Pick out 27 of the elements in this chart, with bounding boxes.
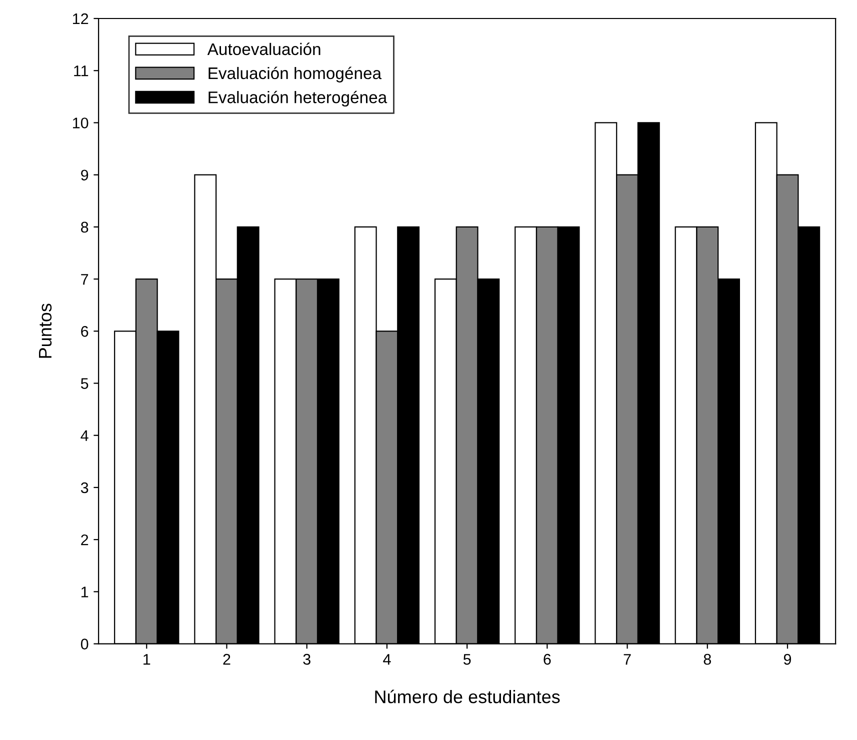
y-tick-label: 11 xyxy=(74,66,88,76)
y-tick-label: 0 xyxy=(80,638,88,650)
y-tick-label: 4 xyxy=(80,430,88,441)
x-tick-label: 7 xyxy=(624,654,631,665)
legend-label: Autoevaluación xyxy=(207,42,320,56)
x-axis-title: Número de estudiantes xyxy=(375,690,560,704)
legend-label: Evaluación heterogénea xyxy=(208,90,388,107)
x-tick-label: 5 xyxy=(463,654,471,665)
legend-label: Evaluación homogénea xyxy=(208,66,382,82)
y-tick-label: 10 xyxy=(73,118,88,128)
y-tick-label: 2 xyxy=(81,534,88,546)
x-tick-label: 3 xyxy=(303,654,310,665)
y-tick-label: 3 xyxy=(80,482,88,494)
y-tick-label: 12 xyxy=(73,13,88,24)
y-tick-label: 8 xyxy=(81,222,88,233)
x-tick-label: 4 xyxy=(383,654,391,665)
y-tick-label: 9 xyxy=(81,170,88,181)
x-tick-label: 8 xyxy=(704,654,711,665)
y-tick-label: 1 xyxy=(82,586,88,598)
y-tick-label: 5 xyxy=(80,378,88,389)
x-tick-label: 2 xyxy=(223,654,230,665)
y-tick-label: 7 xyxy=(81,274,88,285)
x-tick-label: 1 xyxy=(144,654,150,665)
y-axis-title: Puntos xyxy=(39,304,52,358)
x-tick-label: 9 xyxy=(784,654,792,665)
y-tick-label: 6 xyxy=(81,326,88,337)
x-tick-label: 6 xyxy=(544,654,551,665)
